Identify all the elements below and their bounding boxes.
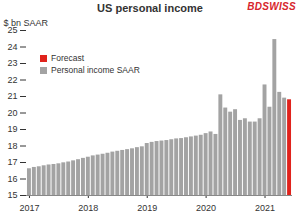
- svg-text:2018: 2018: [78, 203, 98, 213]
- svg-text:19: 19: [7, 124, 17, 134]
- svg-text:21: 21: [7, 91, 17, 101]
- svg-text:20: 20: [7, 108, 17, 118]
- html-text:Forecast: Forecast: [51, 53, 85, 63]
- html-text:Personal income SAAR: Personal income SAAR: [51, 65, 140, 75]
- svg-text:16: 16: [7, 174, 17, 184]
- svg-text:$ bn SAAR: $ bn SAAR: [4, 18, 49, 28]
- svg-text:22: 22: [7, 75, 17, 85]
- svg-text:25: 25: [7, 25, 18, 36]
- svg-text:2017: 2017: [19, 203, 39, 213]
- svg-text:2019: 2019: [137, 203, 157, 213]
- svg-text:23: 23: [7, 58, 17, 68]
- svg-text:18: 18: [7, 141, 17, 151]
- svg-text:17: 17: [7, 157, 17, 167]
- html-text:BDSWISS: BDSWISS: [247, 1, 296, 12]
- svg-text:2020: 2020: [196, 203, 216, 213]
- html-text:US personal income: US personal income: [97, 2, 203, 14]
- svg-text:2021: 2021: [255, 203, 275, 213]
- svg-text:24: 24: [7, 42, 17, 52]
- svg-text:15: 15: [7, 190, 17, 200]
